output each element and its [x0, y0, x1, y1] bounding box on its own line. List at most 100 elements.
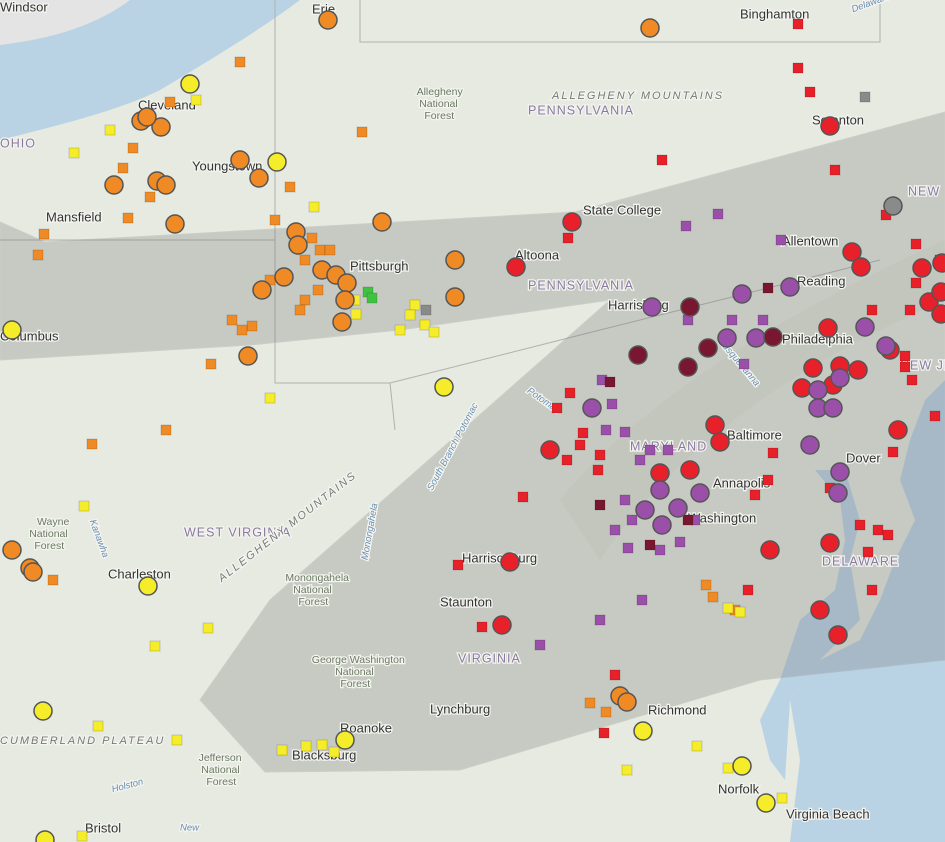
city-label: Richmond	[648, 702, 707, 717]
sensor-marker	[517, 491, 529, 503]
sensor-marker	[910, 277, 922, 289]
monitor-marker	[830, 462, 850, 482]
sensor-marker	[160, 424, 172, 436]
monitor-marker	[808, 380, 828, 400]
monitor-marker	[633, 721, 653, 741]
forest-label: Wayne National Forest	[29, 516, 69, 552]
city-label: Mansfield	[46, 209, 102, 224]
sensor-marker	[622, 542, 634, 554]
monitor-marker	[760, 540, 780, 560]
monitor-marker	[445, 287, 465, 307]
sensor-marker	[164, 96, 176, 108]
sensor-marker	[609, 669, 621, 681]
monitor-marker	[828, 483, 848, 503]
monitor-marker	[820, 116, 840, 136]
monitor-marker	[818, 318, 838, 338]
monitor-marker	[165, 214, 185, 234]
sensor-marker	[749, 489, 761, 501]
city-label: Washington	[688, 510, 756, 525]
sensor-marker	[584, 697, 596, 709]
region-label: DELAWARE	[822, 554, 899, 568]
monitor-marker	[931, 282, 945, 302]
monitor-marker	[732, 756, 752, 776]
sensor-marker	[656, 154, 668, 166]
sensor-marker	[534, 639, 546, 651]
monitor-marker	[288, 235, 308, 255]
monitor-marker	[635, 500, 655, 520]
sensor-marker	[767, 447, 779, 459]
sensor-marker	[680, 220, 692, 232]
monitor-marker	[851, 257, 871, 277]
sensor-marker	[38, 228, 50, 240]
sensor-marker	[859, 91, 871, 103]
sensor-marker	[691, 740, 703, 752]
sensor-marker	[644, 444, 656, 456]
city-label: Windsor	[0, 0, 48, 14]
sensor-marker	[792, 18, 804, 30]
city-label: Altoona	[515, 247, 560, 262]
monitor-marker	[230, 150, 250, 170]
sensor-marker	[598, 727, 610, 739]
city-label: Charleston	[108, 566, 171, 581]
sensor-marker	[899, 361, 911, 373]
sensor-marker	[762, 474, 774, 486]
sensor-marker	[654, 544, 666, 556]
monitor-marker	[642, 297, 662, 317]
forest-label: Allegheny National Forest	[417, 86, 464, 122]
monitor-marker	[848, 360, 868, 380]
sensor-marker	[866, 584, 878, 596]
city-label: State College	[583, 202, 661, 217]
sensor-marker	[906, 374, 918, 386]
monitor-marker	[650, 463, 670, 483]
sensor-marker	[394, 324, 406, 336]
sensor-marker	[328, 746, 340, 758]
sensor-marker	[682, 514, 694, 526]
sensor-marker	[887, 446, 899, 458]
monitor-marker	[710, 432, 730, 452]
monitor-marker	[23, 562, 43, 582]
sensor-marker	[452, 559, 464, 571]
sensor-marker	[300, 740, 312, 752]
sensor-marker	[205, 358, 217, 370]
sensor-marker	[190, 94, 202, 106]
monitor-marker	[883, 196, 903, 216]
city-label: Baltimore	[727, 427, 782, 442]
sensor-marker	[712, 208, 724, 220]
sensor-marker	[722, 762, 734, 774]
monitor-marker	[445, 250, 465, 270]
sensor-marker	[742, 584, 754, 596]
sensor-marker	[294, 304, 306, 316]
monitor-marker	[690, 483, 710, 503]
monitor-marker	[180, 74, 200, 94]
sensor-marker	[276, 744, 288, 756]
city-label: Binghamton	[740, 6, 809, 21]
monitor-marker	[931, 304, 945, 324]
monitor-marker	[137, 107, 157, 127]
sensor-marker	[420, 304, 432, 316]
monitor-marker	[780, 277, 800, 297]
monitor-marker	[650, 480, 670, 500]
city-label: Harrisonburg	[462, 550, 537, 565]
sensor-marker	[619, 494, 631, 506]
monitor-marker	[274, 267, 294, 287]
monitor-marker	[932, 253, 945, 273]
monitor-marker	[252, 280, 272, 300]
sensor-marker	[299, 254, 311, 266]
monitor-marker	[888, 420, 908, 440]
region-label: OHIO	[0, 136, 36, 150]
monitor-marker	[746, 328, 766, 348]
sensor-marker	[92, 720, 104, 732]
sensor-marker	[476, 621, 488, 633]
region-label: WEST VIRGINIA	[184, 525, 291, 539]
mount-label: CUMBERLAND PLATEAU	[0, 735, 165, 747]
monitor-marker	[33, 701, 53, 721]
sensor-marker	[929, 410, 941, 422]
region-label: PENNSYLVANIA	[528, 103, 634, 117]
monitor-marker	[842, 242, 862, 262]
monitor-marker	[434, 377, 454, 397]
sensor-marker	[606, 398, 618, 410]
monitor-marker	[332, 312, 352, 332]
sensor-marker	[551, 402, 563, 414]
sensor-marker	[564, 387, 576, 399]
